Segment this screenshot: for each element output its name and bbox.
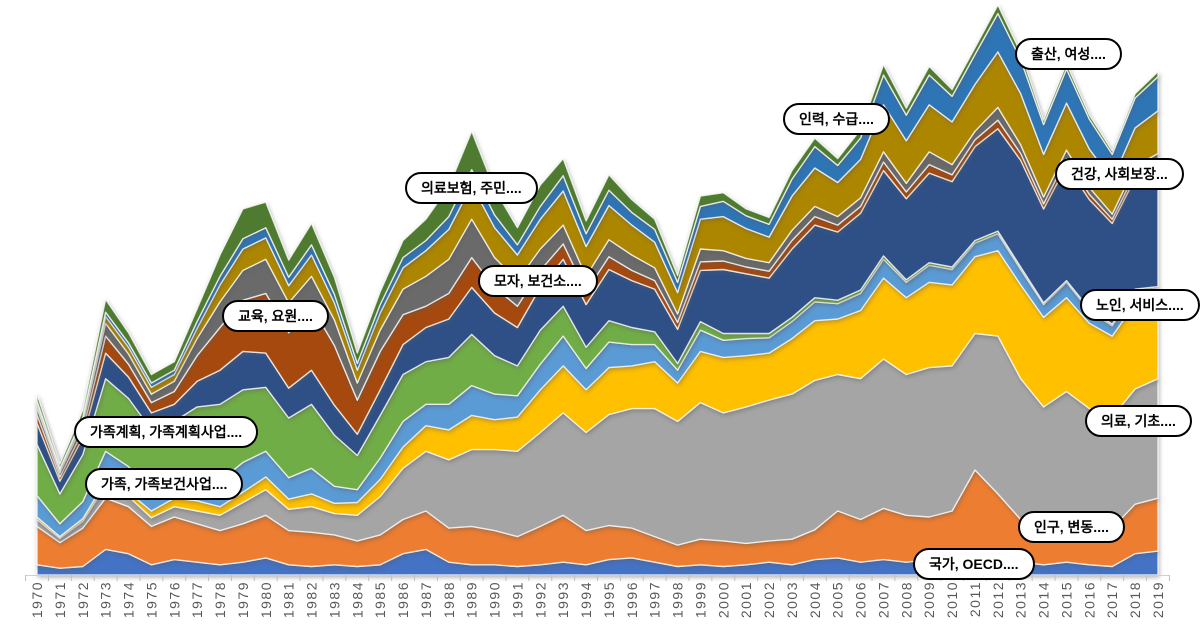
annotation-callout-series-6: 가족계획, 가족계획사업.... <box>74 416 259 449</box>
annotation-callout-series-10: 의료보험, 주민.... <box>405 172 538 205</box>
x-axis-year-label: 2017 <box>1104 581 1120 618</box>
series-area-12 <box>36 4 1159 469</box>
x-axis-labels: 1970 1971 1972 1973 1974 1975 1976 1977 1978 1979… <box>29 581 1166 618</box>
x-axis-year-label: 1985 <box>372 581 388 618</box>
x-axis-year-label: 1988 <box>441 581 457 618</box>
x-axis-year-label: 2008 <box>898 581 914 618</box>
x-axis-year-label: 1982 <box>304 581 320 618</box>
x-axis-year-label: 1974 <box>121 581 137 618</box>
x-axis-year-label: 1984 <box>349 581 365 618</box>
annotation-callout-series-1: 국가, OECD.... <box>913 548 1035 581</box>
x-axis-year-label: 1976 <box>166 581 182 618</box>
x-axis-year-label: 2002 <box>761 581 777 618</box>
x-axis-year-label: 2012 <box>990 581 1006 618</box>
x-axis-year-label: 2009 <box>921 581 937 618</box>
x-axis-year-label: 2011 <box>967 581 983 617</box>
x-axis-year-label: 1978 <box>212 581 228 618</box>
x-axis-year-label: 1970 <box>29 581 45 618</box>
x-axis-year-label: 2006 <box>853 581 869 618</box>
x-axis-year-label: 1989 <box>464 581 480 618</box>
x-axis-year-label: 1997 <box>647 581 663 618</box>
x-axis-year-label: 1977 <box>189 581 205 618</box>
x-axis-year-label: 2015 <box>1058 581 1074 618</box>
x-axis-year-label: 2013 <box>1013 581 1029 618</box>
x-axis-year-label: 1973 <box>98 581 114 618</box>
x-axis-year-label: 1992 <box>532 581 548 618</box>
annotation-callout-series-2: 인구, 변동.... <box>1018 511 1125 544</box>
x-axis-year-label: 2001 <box>738 581 754 618</box>
x-axis-year-label: 1980 <box>258 581 274 618</box>
annotation-callout-series-4: 노인, 서비스.... <box>1080 289 1200 322</box>
annotation-callout-series-9: 모자, 보건소.... <box>478 265 598 298</box>
x-axis-year-label: 1996 <box>624 581 640 618</box>
x-axis-year-label: 1979 <box>235 581 251 618</box>
x-axis-year-label: 1972 <box>75 581 91 618</box>
annotation-callout-series-7: 건강, 사회보장... <box>1055 158 1184 191</box>
x-axis-year-label: 1975 <box>143 581 159 618</box>
x-axis-year-label: 1994 <box>578 581 594 618</box>
x-axis-year-label: 1987 <box>418 581 434 618</box>
x-axis-year-label: 1991 <box>509 581 525 618</box>
x-axis-year-label: 1971 <box>52 581 68 618</box>
x-axis-year-label: 2003 <box>784 581 800 618</box>
x-axis-year-label: 1998 <box>670 581 686 618</box>
x-axis-year-label: 1993 <box>555 581 571 618</box>
x-axis-year-label: 2016 <box>1081 581 1097 618</box>
annotation-callout-series-11: 인력, 수급.... <box>783 103 890 136</box>
x-axis-year-label: 2018 <box>1127 581 1143 618</box>
x-axis-year-label: 1990 <box>487 581 503 618</box>
x-axis-year-label: 2004 <box>807 581 823 618</box>
x-axis-year-label: 2014 <box>1036 581 1052 618</box>
x-axis-year-label: 2019 <box>1150 581 1166 618</box>
x-axis-year-label: 1995 <box>601 581 617 618</box>
x-axis-year-label: 1999 <box>692 581 708 618</box>
x-axis-year-label: 1983 <box>326 581 342 618</box>
x-axis-year-label: 2007 <box>875 581 891 618</box>
annotation-callout-series-5: 가족, 가족보건사업.... <box>85 468 244 501</box>
annotation-callout-series-3: 의료, 기초.... <box>1085 405 1192 438</box>
x-axis-year-label: 1986 <box>395 581 411 618</box>
annotation-callout-series-12: 출산, 여성.... <box>1015 38 1122 71</box>
x-axis-year-label: 2010 <box>944 581 960 618</box>
x-axis-year-label: 2005 <box>830 581 846 618</box>
x-axis-year-label: 1981 <box>281 581 297 618</box>
annotation-callout-series-8: 교육, 요원.... <box>222 300 329 333</box>
x-axis-year-label: 2000 <box>715 581 731 618</box>
